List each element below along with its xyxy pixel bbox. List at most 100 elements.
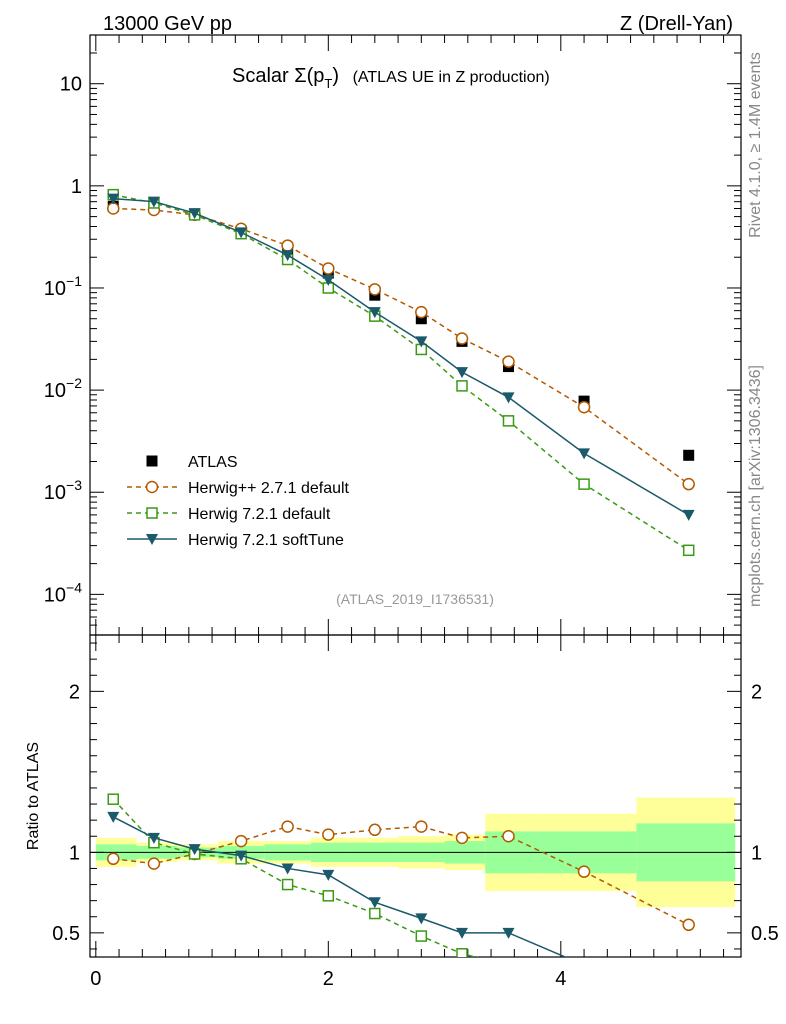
ratio-point-herwigpp — [147, 857, 161, 870]
point-herwigpp — [577, 400, 591, 414]
ratio-line-softtune — [112, 816, 568, 957]
point-herwig721 — [578, 478, 590, 490]
ratio-point-herwigpp — [415, 820, 428, 833]
point-softtune — [107, 193, 120, 205]
ratio-point-softtune — [147, 832, 160, 844]
series-line-softtune — [113, 197, 690, 516]
main-ytick-label: 10−3 — [44, 477, 82, 504]
point-softtune — [415, 336, 428, 348]
legend-label-atlas: ATLAS — [188, 454, 238, 471]
ratio-line-herwig721 — [112, 798, 479, 957]
ratio-ytick-label-right: 2 — [751, 681, 762, 703]
ratio-point-herwigpp — [682, 918, 695, 932]
ratio-point-herwigpp — [455, 831, 469, 845]
legend-marker-herwig721 — [146, 507, 158, 519]
point-herwig721 — [502, 415, 515, 427]
main-ytick-label: 10−4 — [44, 579, 82, 606]
ratio-point-herwig721 — [415, 930, 428, 942]
energy-label: 13000 GeV pp — [103, 13, 232, 35]
ratio-point-herwig721 — [281, 878, 294, 891]
point-softtune — [235, 227, 248, 239]
point-herwig721 — [456, 380, 468, 392]
point-atlas — [683, 449, 695, 461]
ratio-point-herwig721 — [107, 793, 119, 805]
ratio-point-herwigpp — [322, 828, 335, 841]
point-herwigpp — [107, 202, 120, 215]
point-softtune — [281, 250, 294, 262]
ratio-point-herwigpp — [368, 823, 382, 837]
xtick-label: 2 — [323, 968, 334, 990]
ratio-point-softtune — [456, 927, 468, 939]
xtick-label: 0 — [90, 968, 101, 990]
title-main: Scalar Σ(p — [232, 65, 324, 87]
rivet-label: Rivet 4.1.0, ≥ 1.4M events — [747, 52, 764, 238]
point-softtune — [147, 196, 160, 208]
ratio-point-herwig721 — [369, 907, 381, 920]
plot-title: Scalar Σ(pT) (ATLAS UE in Z production) — [232, 65, 550, 91]
ratio-point-softtune — [368, 897, 381, 909]
ratio-ytick-label: 0.5 — [52, 923, 80, 945]
legend-label-herwig721: Herwig 7.2.1 default — [188, 506, 331, 523]
ratio-ytick-label-right: 1 — [751, 842, 762, 864]
point-herwigpp — [682, 477, 695, 491]
point-softtune — [578, 448, 591, 460]
ratio-panel-frame — [89, 634, 742, 958]
main-y-axis: 10 1 10−1 10−2 10−3 10−4 — [44, 34, 741, 636]
main-series-group — [107, 188, 695, 557]
ratio-point-softtune — [281, 863, 294, 875]
point-herwigpp — [502, 355, 515, 368]
main-ytick-label: 10 — [60, 74, 82, 96]
point-atlas — [415, 313, 427, 325]
ratio-point-herwig721 — [579, 984, 589, 994]
legend-label-herwigpp: Herwig++ 2.7.1 default — [188, 480, 350, 497]
point-herwig721 — [682, 544, 695, 557]
ratio-point-herwig721 — [456, 948, 468, 957]
title-close: ) — [332, 65, 339, 87]
legend-marker-atlas — [146, 455, 158, 467]
point-softtune — [368, 307, 381, 319]
title-sub: T — [324, 76, 332, 91]
ratio-point-herwigpp — [107, 852, 120, 866]
legend-marker-herwigpp — [145, 480, 159, 494]
title-suffix: (ATLAS UE in Z production) — [353, 69, 550, 86]
ratio-ytick-label: 2 — [69, 681, 80, 703]
point-herwigpp — [281, 239, 294, 252]
ratio-ytick-label: 1 — [69, 842, 80, 864]
ratio-line-herwigpp — [113, 825, 690, 926]
mcplots-label: mcplots.cern.ch [arXiv:1306.3436] — [747, 365, 764, 607]
main-ytick-label: 10−1 — [44, 273, 82, 300]
legend-marker-softtune — [146, 534, 158, 545]
ratio-point-herwig721 — [684, 989, 694, 999]
point-softtune — [456, 367, 468, 379]
ratio-series-group — [107, 793, 695, 999]
point-softtune — [188, 208, 201, 220]
ratio-point-softtune — [188, 844, 201, 856]
series-line-herwig721 — [113, 193, 690, 551]
point-herwigpp — [455, 332, 469, 345]
point-softtune — [502, 392, 515, 404]
ratio-point-softtune — [415, 913, 428, 925]
x-axis: 0 2 4 — [90, 35, 725, 990]
ratio-point-herwig721 — [504, 960, 514, 970]
main-ytick-label: 10−2 — [44, 375, 82, 402]
ratio-point-herwig721 — [322, 890, 335, 902]
ratio-point-softtune — [502, 927, 515, 939]
xtick-label: 4 — [555, 968, 566, 990]
ratio-point-softtune — [322, 869, 335, 881]
ratio-y-title: Ratio to ATLAS — [25, 742, 42, 850]
ratio-point-herwigpp — [502, 830, 515, 843]
series-line-herwigpp — [113, 207, 690, 485]
ratio-y-axis: 0.5 0.5 1 1 2 2 — [52, 642, 779, 950]
point-herwigpp — [415, 305, 428, 319]
point-softtune — [682, 509, 695, 521]
ratio-point-herwigpp — [577, 865, 591, 878]
ratio-point-herwigpp — [281, 820, 294, 833]
point-softtune — [322, 274, 335, 286]
main-ytick-label: 1 — [71, 176, 82, 198]
ratio-point-herwigpp — [234, 834, 248, 848]
ratio-point-softtune — [235, 850, 248, 862]
ratio-point-softtune — [107, 811, 120, 823]
point-herwigpp — [322, 262, 335, 275]
ratio-point-softtune — [578, 960, 590, 971]
